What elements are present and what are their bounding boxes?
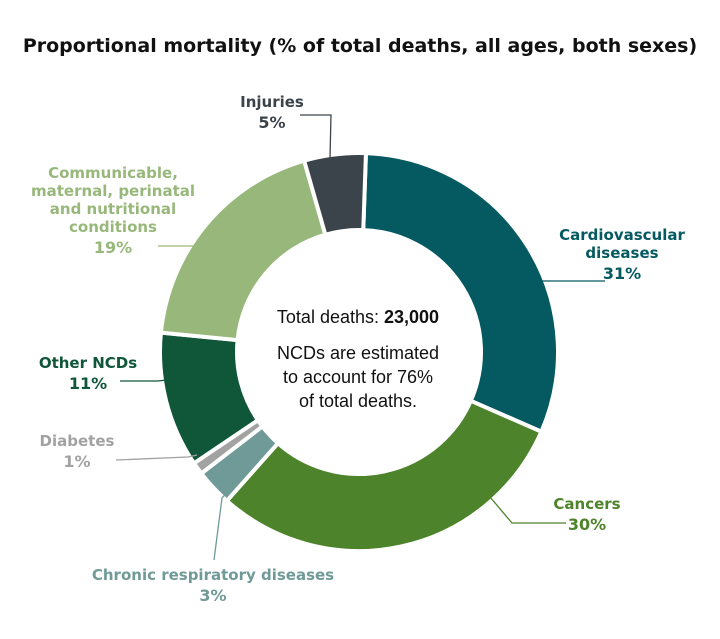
- total-deaths-text: Total deaths: 23,000: [277, 307, 439, 327]
- slice-label-cardiovascular: diseases: [585, 244, 658, 262]
- center-text: Total deaths: 23,000 NCDs are estimated …: [277, 307, 439, 411]
- total-deaths-label: Total deaths:: [277, 307, 384, 327]
- leader-line-cancers: [489, 496, 566, 524]
- slice-cardiovascular: [361, 151, 560, 435]
- chart-title: Proportional mortality (% of total death…: [23, 35, 697, 57]
- leader-line-cardiovascular: [469, 215, 605, 282]
- slice-label-cardiovascular: Cardiovascular: [559, 226, 685, 244]
- slice-label-diabetes: Diabetes: [40, 432, 115, 450]
- slice-label-communicable: maternal, perinatal: [31, 182, 195, 200]
- slice-percent-diabetes: 1%: [63, 452, 90, 471]
- slice-percent-chronic-respiratory: 3%: [199, 586, 226, 605]
- leader-line-other-ncds: [120, 379, 167, 382]
- slice-percent-other-ncds: 11%: [69, 374, 107, 393]
- leader-line-communicable: [158, 229, 211, 247]
- slice-label-communicable: and nutritional: [50, 200, 176, 218]
- slice-label-other-ncds: Other NCDs: [39, 354, 137, 372]
- slice-label-chronic-respiratory: Chronic respiratory diseases: [92, 566, 334, 584]
- leader-line-injuries: [300, 114, 332, 159]
- slice-percent-cancers: 30%: [568, 515, 606, 534]
- leader-lines: [115, 114, 605, 561]
- slice-label-injuries: Injuries: [240, 93, 304, 111]
- ncd-note-line-1: NCDs are estimated: [277, 343, 439, 363]
- slice-percent-injuries: 5%: [258, 113, 285, 132]
- slice-label-communicable: Communicable,: [48, 164, 178, 182]
- slice-percent-cardiovascular: 31%: [603, 264, 641, 283]
- leader-line-diabetes: [115, 454, 198, 461]
- ncd-note-line-3: of total deaths.: [299, 391, 417, 411]
- slice-label-communicable: conditions: [69, 218, 157, 236]
- slice-injuries: [301, 151, 369, 238]
- ncd-note-line-2: to account for 76%: [283, 367, 433, 387]
- slice-cancers: [224, 398, 544, 553]
- total-deaths-value: 23,000: [384, 307, 439, 327]
- slice-communicable: [158, 158, 328, 343]
- slice-percent-communicable: 19%: [94, 238, 132, 257]
- slice-label-cancers: Cancers: [553, 495, 620, 513]
- leader-line-chronic-respiratory: [213, 489, 230, 561]
- donut-slices: [158, 151, 560, 553]
